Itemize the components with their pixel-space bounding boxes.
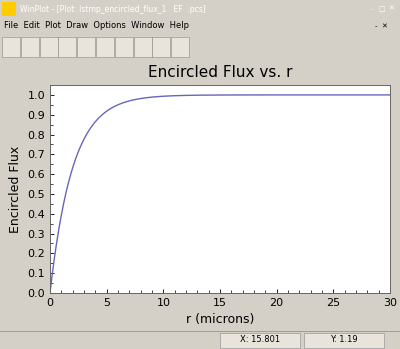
Bar [2,2,16,16]
Bar [40,37,58,57]
Bar [77,37,95,57]
Text: -  ✕: - ✕ [375,23,388,29]
Bar [115,37,133,57]
Bar [220,333,300,348]
Text: -: - [371,6,373,12]
Y-axis label: Encircled Flux: Encircled Flux [9,146,22,233]
Text: Y: 1.19: Y: 1.19 [330,335,358,344]
Bar [152,37,170,57]
Bar [134,37,152,57]
Bar [171,37,189,57]
Text: □: □ [378,6,385,12]
Bar [96,37,114,57]
Bar [2,37,20,57]
Text: ✕: ✕ [388,6,394,12]
Bar [21,37,39,57]
Bar [58,37,76,57]
Text: File  Edit  Plot  Draw  Options  Window  Help: File Edit Plot Draw Options Window Help [4,22,189,30]
Text: X: 15.801: X: 15.801 [240,335,280,344]
Text: WinPlot - [Plot: lstmp_encircled_flux_1   EF  .pcs]: WinPlot - [Plot: lstmp_encircled_flux_1 … [20,5,206,14]
X-axis label: r (microns): r (microns) [186,313,254,326]
Text: Encircled Flux vs. r: Encircled Flux vs. r [148,65,292,80]
Bar [304,333,384,348]
